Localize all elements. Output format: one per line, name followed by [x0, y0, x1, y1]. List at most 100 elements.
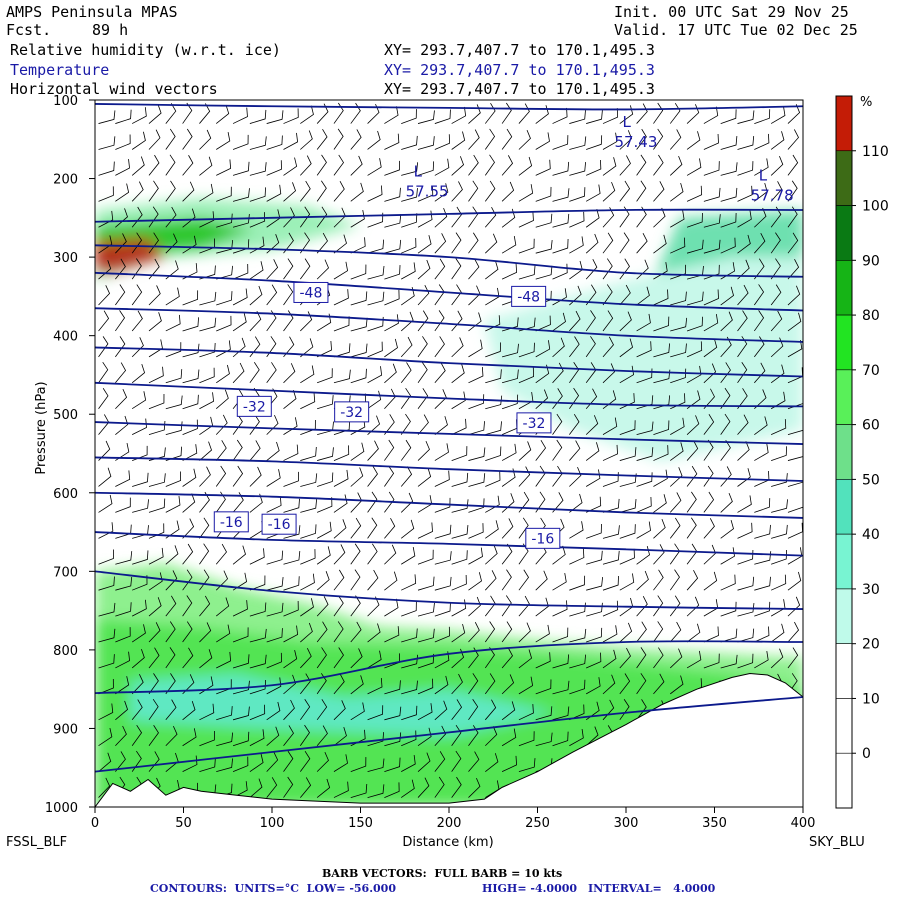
wind-barb: [216, 732, 234, 747]
wind-barb: [468, 547, 483, 565]
wind-barb: [636, 395, 654, 410]
wind-barb: [131, 181, 144, 202]
wind-barb: [518, 265, 536, 280]
wind-barb: [720, 519, 734, 539]
wind-barb: [569, 187, 586, 202]
wind-barb: [720, 574, 736, 591]
wind-barb: [754, 158, 769, 176]
wind-barb: [401, 109, 417, 124]
field-xy-temperature: XY= 293.7,407.7 to 170.1,495.3: [384, 61, 655, 79]
wind-barb: [569, 493, 583, 513]
wind-barb: [300, 180, 311, 202]
wind-barb: [434, 700, 448, 721]
wind-barb: [619, 420, 636, 436]
wind-barb: [670, 368, 687, 384]
wind-barb: [619, 548, 635, 565]
wind-barb: [333, 494, 348, 513]
wind-barb: [636, 595, 648, 617]
wind-barb: [720, 492, 733, 513]
wind-barb: [148, 647, 160, 669]
wind-barb: [619, 647, 631, 669]
temp-contour: [95, 208, 803, 223]
wind-barb: [636, 180, 647, 202]
wind-barb: [770, 574, 787, 591]
wind-barb: [165, 647, 176, 669]
wind-barb: [232, 264, 249, 280]
wind-barb: [367, 265, 385, 280]
wind-barb: [552, 545, 566, 565]
wind-barb: [148, 498, 166, 513]
wind-barb: [468, 473, 486, 487]
wind-barb: [232, 654, 250, 669]
y-tick-label: 500: [53, 408, 78, 423]
wind-barb: [434, 416, 448, 435]
wind-barb: [552, 654, 570, 669]
valid-time: Valid. 17 UTC Tue 02 Dec 25: [614, 21, 858, 39]
wind-barb: [317, 395, 334, 410]
wind-barb: [148, 673, 159, 695]
y-tick-label: 800: [53, 644, 78, 659]
wind-barb: [552, 107, 568, 124]
wind-barb: [754, 336, 765, 358]
wind-barb: [686, 543, 698, 565]
wind-barb: [333, 700, 346, 721]
wind-barb: [316, 621, 328, 643]
wind-barb: [316, 546, 331, 565]
wind-barb: [720, 654, 738, 669]
wind-barb: [115, 497, 131, 513]
wind-barb: [148, 597, 162, 617]
wind-barb: [367, 465, 378, 487]
wind-barb: [215, 491, 226, 513]
colorbar-segment: [835, 205, 853, 261]
wind-barb: [468, 725, 479, 746]
wind-barb: [216, 265, 233, 280]
wind-barb: [501, 181, 515, 202]
wind-barb: [468, 312, 482, 332]
wind-barb: [501, 394, 519, 410]
wind-barb: [316, 673, 327, 695]
wind-barb: [249, 413, 260, 435]
wind-barb: [787, 180, 798, 202]
x-tick-label: 400: [791, 816, 816, 831]
wind-barb: [770, 599, 786, 617]
wind-barb: [468, 104, 481, 124]
wind-barb: [703, 289, 719, 306]
wind-barb: [451, 156, 465, 176]
wind-barb: [98, 388, 109, 409]
wind-barb: [266, 496, 282, 513]
wind-barb: [384, 187, 401, 202]
wind-barb: [300, 647, 312, 669]
wind-barb: [417, 678, 434, 695]
wind-barb: [316, 778, 331, 798]
wind-barb: [283, 207, 295, 228]
wind-barb: [602, 417, 618, 435]
temp-contour: [95, 346, 803, 378]
wind-barb: [165, 570, 178, 591]
wind-barb: [451, 673, 463, 695]
wind-barb: [400, 362, 412, 384]
wind-barb: [703, 653, 720, 669]
wind-barb: [384, 239, 402, 254]
wind-barb: [434, 725, 447, 746]
wind-barb: [451, 724, 462, 746]
wind-barb: [602, 699, 615, 721]
wind-barb: [468, 447, 486, 461]
wind-barb: [350, 492, 363, 513]
wind-barb: [333, 261, 349, 280]
wind-barb: [299, 699, 311, 721]
wind-barb: [182, 369, 200, 384]
wind-barb: [182, 647, 194, 669]
wind-barb: [669, 517, 681, 539]
wind-barb: [602, 649, 617, 669]
wind-barb: [384, 491, 395, 513]
wind-barb: [703, 106, 719, 124]
wind-barb: [468, 129, 480, 150]
wind-barb: [350, 595, 361, 617]
wind-barb: [737, 185, 753, 202]
wind-barb: [669, 129, 682, 150]
low-value: 57.43: [614, 133, 657, 151]
wind-barb: [148, 129, 161, 150]
wind-barb: [535, 315, 551, 332]
wind-barb: [451, 310, 463, 332]
wind-barb: [417, 336, 428, 358]
